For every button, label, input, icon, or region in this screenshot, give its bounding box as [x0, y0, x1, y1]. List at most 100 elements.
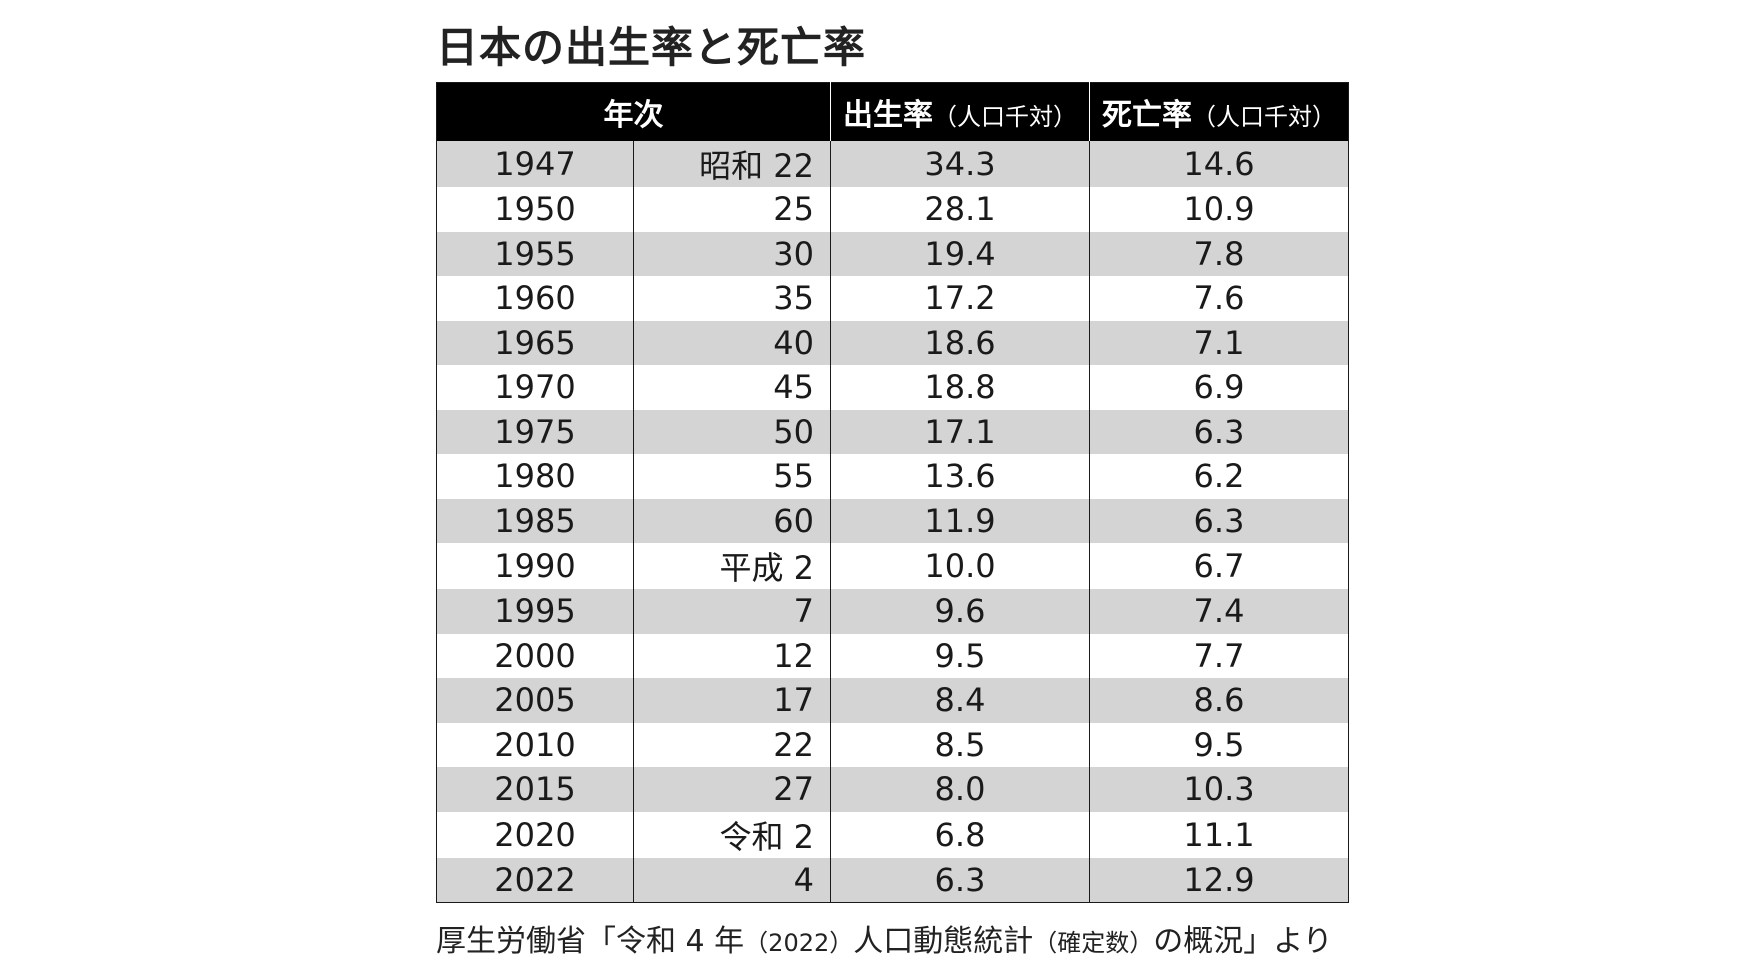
cell-birth-rate: 17.2: [830, 276, 1090, 321]
cell-death-rate: 7.8: [1089, 231, 1349, 276]
cell-birth-rate: 8.0: [830, 767, 1090, 812]
cell-year: 1965: [436, 320, 634, 365]
cell-era: 30: [633, 231, 831, 276]
header-year: 年次: [436, 82, 831, 141]
cell-era: 7: [633, 589, 831, 634]
cell-era: 27: [633, 767, 831, 812]
cell-death-rate: 11.1: [1089, 811, 1349, 858]
cell-era: 50: [633, 409, 831, 454]
table-row: 2000 12 9.5 7.7: [436, 633, 1349, 678]
table-row: 1950 25 28.1 10.9: [436, 187, 1349, 232]
cell-death-rate: 10.3: [1089, 767, 1349, 812]
cell-birth-rate: 11.9: [830, 498, 1090, 543]
cell-birth-rate: 6.3: [830, 857, 1090, 903]
cell-year: 2020: [436, 811, 634, 858]
cell-year: 1990: [436, 543, 634, 589]
table-row: 2020 令和 2 6.8 11.1: [436, 811, 1349, 858]
cell-era: 12: [633, 633, 831, 678]
cell-death-rate: 6.3: [1089, 498, 1349, 543]
table-row: 1990 平成 2 10.0 6.7: [436, 543, 1349, 589]
header-birth-rate-label: 出生率: [843, 98, 933, 133]
cell-era: 40: [633, 320, 831, 365]
cell-year: 2022: [436, 857, 634, 903]
cell-year: 2015: [436, 767, 634, 812]
cell-birth-rate: 9.5: [830, 633, 1090, 678]
cell-birth-rate: 17.1: [830, 409, 1090, 454]
birth-death-rate-table: 年次 出生率 （人口千対） 死亡率（人口千対） 1947 昭和 22 34.3 14.6…: [436, 82, 1349, 903]
cell-death-rate: 6.9: [1089, 365, 1349, 410]
cell-birth-rate: 18.6: [830, 320, 1090, 365]
cell-era: 17: [633, 678, 831, 723]
source-part-1: 厚生労働省「令和 4 年: [436, 924, 745, 959]
cell-era: 昭和 22: [633, 141, 831, 187]
cell-year: 1955: [436, 231, 634, 276]
table-row: 1970 45 18.8 6.9: [436, 365, 1349, 410]
cell-era: 55: [633, 454, 831, 499]
header-death-rate-label: 死亡率: [1102, 98, 1192, 133]
source-part-5: の概況」より: [1153, 924, 1333, 959]
cell-birth-rate: 6.8: [830, 811, 1090, 858]
table-row: 2010 22 8.5 9.5: [436, 722, 1349, 767]
cell-death-rate: 7.6: [1089, 276, 1349, 321]
cell-year: 1975: [436, 409, 634, 454]
cell-birth-rate: 8.5: [830, 722, 1090, 767]
header-death-rate: 死亡率（人口千対）: [1089, 82, 1349, 141]
cell-year: 1995: [436, 589, 634, 634]
cell-year: 2000: [436, 633, 634, 678]
table-row: 1975 50 17.1 6.3: [436, 409, 1349, 454]
cell-birth-rate: 9.6: [830, 589, 1090, 634]
table-row: 2005 17 8.4 8.6: [436, 678, 1349, 723]
source-part-2: （2022）: [744, 929, 854, 957]
cell-death-rate: 7.4: [1089, 589, 1349, 634]
table-row: 1947 昭和 22 34.3 14.6: [436, 141, 1349, 187]
cell-year: 1980: [436, 454, 634, 499]
cell-death-rate: 8.6: [1089, 678, 1349, 723]
cell-birth-rate: 8.4: [830, 678, 1090, 723]
cell-death-rate: 14.6: [1089, 141, 1349, 187]
cell-birth-rate: 10.0: [830, 543, 1090, 589]
cell-death-rate: 7.1: [1089, 320, 1349, 365]
table-header-row: 年次 出生率 （人口千対） 死亡率（人口千対）: [436, 82, 1349, 141]
cell-year: 1985: [436, 498, 634, 543]
cell-birth-rate: 18.8: [830, 365, 1090, 410]
table-row: 1960 35 17.2 7.6: [436, 276, 1349, 321]
cell-birth-rate: 28.1: [830, 187, 1090, 232]
cell-era: 45: [633, 365, 831, 410]
cell-birth-rate: 19.4: [830, 231, 1090, 276]
cell-era: 令和 2: [633, 811, 831, 858]
cell-era: 4: [633, 857, 831, 903]
cell-year: 2010: [436, 722, 634, 767]
cell-death-rate: 6.7: [1089, 543, 1349, 589]
cell-era: 平成 2: [633, 543, 831, 589]
cell-death-rate: 9.5: [1089, 722, 1349, 767]
table-row: 2015 27 8.0 10.3: [436, 767, 1349, 812]
table-row: 1985 60 11.9 6.3: [436, 498, 1349, 543]
table-row: 1955 30 19.4 7.8: [436, 231, 1349, 276]
table-row: 2022 4 6.3 12.9: [436, 857, 1349, 903]
cell-era: 35: [633, 276, 831, 321]
header-year-label: 年次: [603, 98, 664, 133]
source-part-4: （確定数）: [1033, 929, 1154, 957]
cell-death-rate: 6.2: [1089, 454, 1349, 499]
source-note: 厚生労働省「令和 4 年（2022）人口動態統計（確定数）の概況」より: [436, 916, 1333, 960]
table-body: 1947 昭和 22 34.3 14.6 1950 25 28.1 10.9 1955 30 19.…: [436, 141, 1349, 903]
cell-death-rate: 10.9: [1089, 187, 1349, 232]
cell-era: 22: [633, 722, 831, 767]
cell-era: 60: [633, 498, 831, 543]
cell-year: 1970: [436, 365, 634, 410]
source-part-3: 人口動態統計: [853, 924, 1034, 959]
page-title: 日本の出生率と死亡率: [436, 23, 867, 72]
cell-birth-rate: 13.6: [830, 454, 1090, 499]
cell-death-rate: 7.7: [1089, 633, 1349, 678]
cell-year: 1947: [436, 141, 634, 187]
header-death-rate-unit: （人口千対）: [1192, 103, 1336, 131]
table-row: 1995 7 9.6 7.4: [436, 589, 1349, 634]
cell-death-rate: 6.3: [1089, 409, 1349, 454]
table-row: 1980 55 13.6 6.2: [436, 454, 1349, 499]
cell-year: 1950: [436, 187, 634, 232]
cell-death-rate: 12.9: [1089, 857, 1349, 903]
cell-era: 25: [633, 187, 831, 232]
cell-year: 2005: [436, 678, 634, 723]
cell-birth-rate: 34.3: [830, 141, 1090, 187]
cell-year: 1960: [436, 276, 634, 321]
